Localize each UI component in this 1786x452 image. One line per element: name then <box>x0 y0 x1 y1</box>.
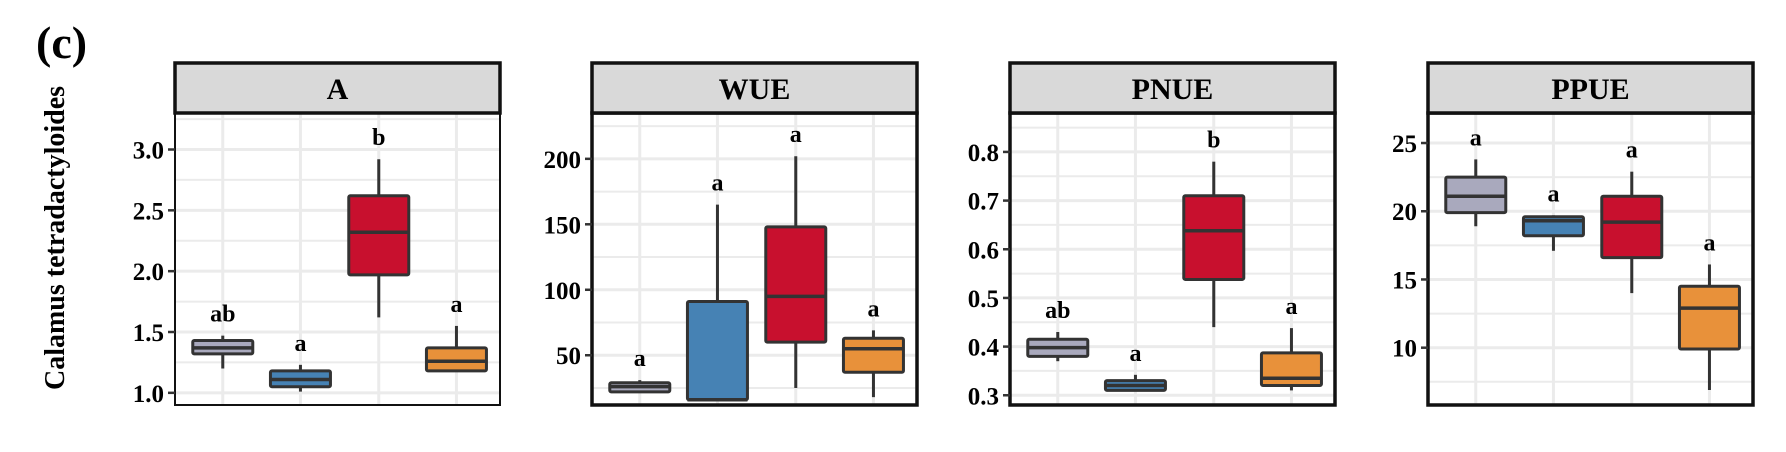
significance-label: a <box>867 296 879 322</box>
box-group-4 <box>1677 284 1741 351</box>
significance-label: a <box>790 122 802 148</box>
significance-label: a <box>1703 230 1715 256</box>
y-tick-label: 25 <box>1392 131 1417 158</box>
facet-strip <box>590 61 919 115</box>
facet-title: PPUE <box>1551 73 1629 106</box>
facet-title: PNUE <box>1132 73 1214 106</box>
y-tick-label: 3.0 <box>133 138 164 165</box>
facet-panels: ababaA1.01.52.02.53.0aaaaWUE50100150200a… <box>133 61 1755 410</box>
y-tick-label: 1.5 <box>133 320 164 347</box>
y-tick-label: 100 <box>544 278 582 305</box>
box-group-3 <box>347 194 411 277</box>
box-group-2 <box>685 300 749 402</box>
significance-label: b <box>1207 128 1220 154</box>
box-group-3 <box>1600 194 1664 260</box>
significance-label: b <box>372 125 385 151</box>
plot-background <box>1428 113 1753 405</box>
y-tick-label: 200 <box>544 147 582 174</box>
panel-letter: (c) <box>36 17 87 68</box>
y-tick-label: 2.0 <box>133 259 164 286</box>
y-tick-label: 1.0 <box>133 381 164 408</box>
box-group-4 <box>841 336 905 374</box>
box-group-4 <box>1259 351 1323 388</box>
significance-label: a <box>634 346 646 372</box>
significance-label: a <box>1547 181 1559 207</box>
y-tick-label: 0.3 <box>968 383 999 410</box>
facet-title: A <box>327 73 349 106</box>
significance-label: ab <box>210 302 235 328</box>
panel-wue: a a a a WUE 50 100 150 200 <box>544 61 919 407</box>
y-tick-label: 50 <box>556 343 581 370</box>
y-tick-label: 15 <box>1392 267 1417 294</box>
facet-strip <box>173 61 502 115</box>
row-label: Calamus tetradactyloides <box>40 86 71 390</box>
box-group-4 <box>424 346 488 373</box>
y-tick-label: 0.4 <box>968 335 1000 362</box>
significance-label: a <box>294 331 306 357</box>
y-tick-label: 0.6 <box>968 237 999 264</box>
significance-label: a <box>1626 138 1638 164</box>
significance-label: a <box>711 171 723 197</box>
significance-label: a <box>1285 294 1297 320</box>
y-tick-label: 2.5 <box>133 198 164 225</box>
y-tick-label: 10 <box>1392 336 1417 363</box>
facet-strip <box>1426 61 1755 115</box>
box-group-3 <box>1182 194 1246 281</box>
significance-label: a <box>1129 341 1141 367</box>
facet-title: WUE <box>719 73 791 106</box>
y-tick-label: 0.7 <box>968 189 999 216</box>
facet-strip <box>1008 61 1337 115</box>
significance-label: a <box>450 292 462 318</box>
significance-label: ab <box>1045 298 1070 324</box>
significance-label: a <box>1470 125 1482 151</box>
y-tick-label: 20 <box>1392 199 1417 226</box>
box-group-3 <box>764 225 828 344</box>
y-tick-label: 0.5 <box>968 286 999 313</box>
y-tick-label: 0.8 <box>968 140 999 167</box>
panel-ppue: a a a a PPUE 10 15 20 25 <box>1392 61 1755 407</box>
y-tick-label: 150 <box>544 212 582 239</box>
